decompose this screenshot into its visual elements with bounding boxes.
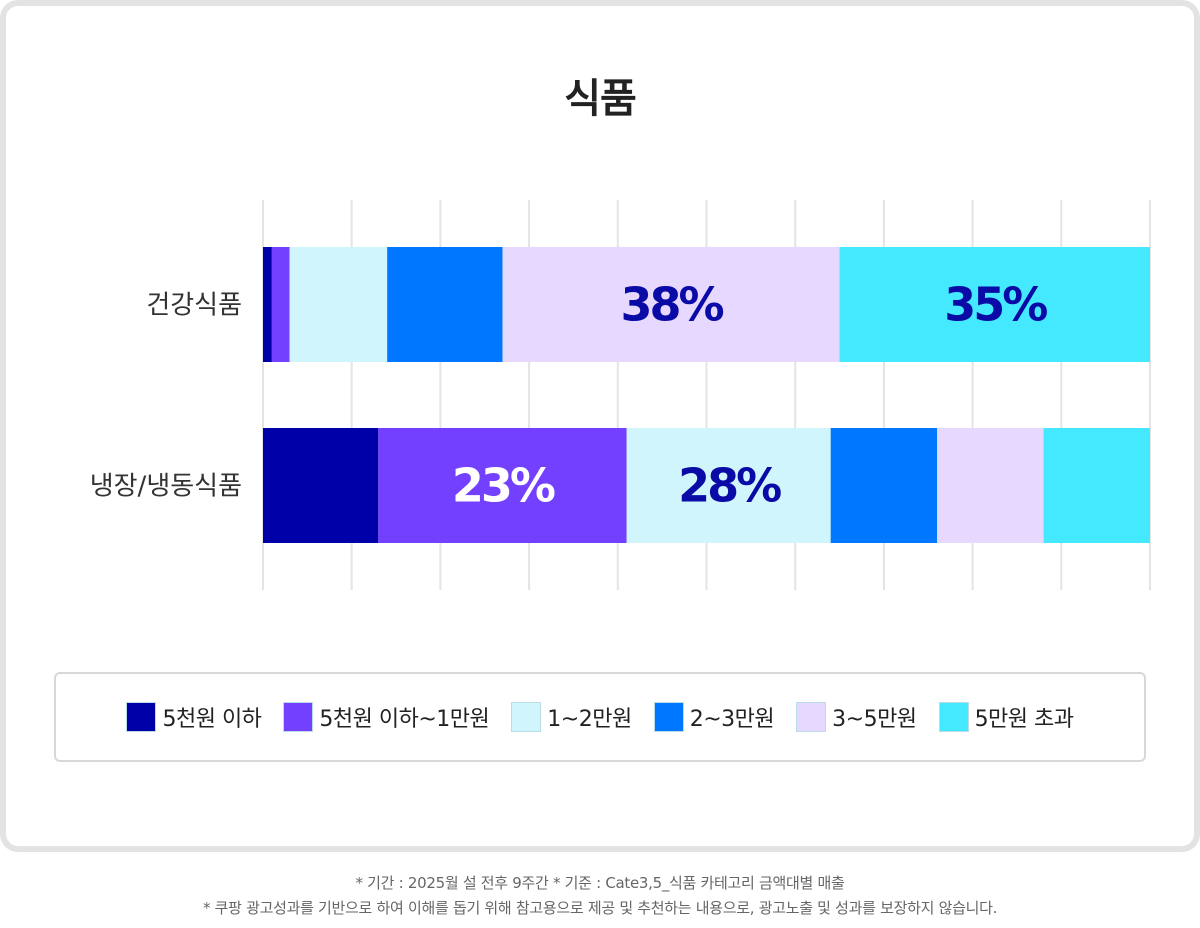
legend-label: 5천원 이하~1만원 bbox=[319, 707, 490, 732]
bar-segment bbox=[937, 428, 1044, 543]
footnote-disclaimer: * 쿠팡 광고성과를 기반으로 하여 이해를 돕기 위해 참고용으로 제공 및 … bbox=[202, 899, 998, 917]
legend-item: 5천원 이하 bbox=[126, 701, 262, 733]
bar-segment bbox=[839, 247, 1150, 362]
legend-label: 3~5만원 bbox=[832, 707, 917, 732]
data-label: 38% bbox=[620, 278, 723, 332]
legend-item: 1~2만원 bbox=[511, 701, 632, 733]
legend-label: 2~3만원 bbox=[689, 707, 775, 732]
bar-segment bbox=[271, 247, 290, 362]
chart-title: 식품 bbox=[564, 76, 637, 122]
legend-item: 3~5만원 bbox=[796, 701, 917, 733]
data-label: 28% bbox=[678, 459, 781, 513]
legend-label: 1~2만원 bbox=[547, 707, 632, 732]
bar-segment bbox=[830, 428, 938, 543]
legend-swatch bbox=[283, 702, 314, 732]
legend-swatch bbox=[511, 702, 542, 732]
bar-segment bbox=[1043, 428, 1150, 543]
bar-segment bbox=[502, 247, 840, 362]
bar-segment bbox=[387, 247, 503, 362]
legend-item: 5만원 초과 bbox=[938, 701, 1074, 733]
bar-segment bbox=[263, 247, 272, 362]
chart-legend: 5천원 이하 5천원 이하~1만원 1~2만원 2~3만원 3~5만원 5만원 초과 bbox=[54, 672, 1146, 762]
legend-item: 5천원 이하~1만원 bbox=[283, 701, 490, 733]
legend-label: 5만원 초과 bbox=[974, 707, 1074, 732]
bar-segment bbox=[263, 428, 379, 543]
legend-swatch bbox=[796, 702, 827, 732]
category-label: 냉장/냉동식품 bbox=[90, 472, 242, 502]
data-label: 23% bbox=[452, 459, 555, 513]
bar-segment bbox=[378, 428, 627, 543]
data-label: 35% bbox=[944, 278, 1047, 332]
legend-item: 2~3만원 bbox=[653, 701, 775, 733]
legend-label: 5천원 이하 bbox=[162, 707, 262, 732]
legend-swatch bbox=[653, 702, 684, 732]
bar-segment bbox=[289, 247, 388, 362]
bar-segment bbox=[626, 428, 831, 543]
legend-swatch bbox=[938, 702, 969, 732]
category-label: 건강식품 bbox=[146, 291, 242, 321]
legend-swatch bbox=[126, 702, 157, 732]
footnote-period: * 기간 : 2025월 설 전후 9주간 * 기준 : Cate3,5_식품 … bbox=[355, 874, 845, 892]
